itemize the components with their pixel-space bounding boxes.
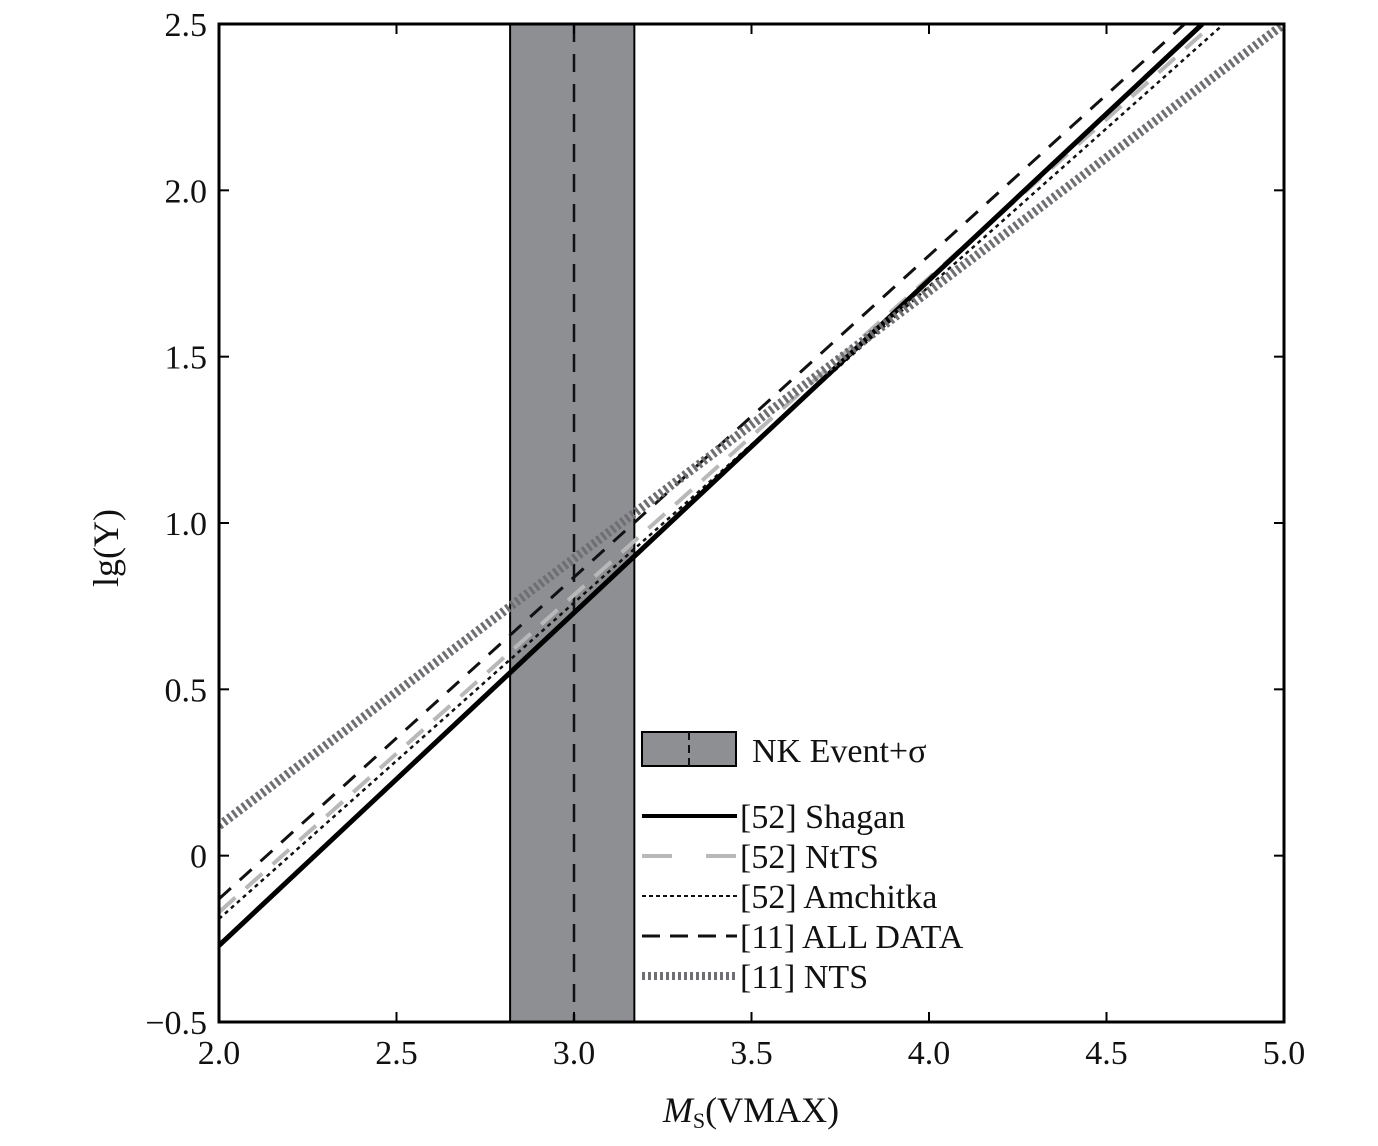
tick-layer: 2.0 2.5 3.0 3.5 4.0 4.5 5.0 −0.5 0 0.5 1.0 1.5 2.0 2.… [145, 7, 1305, 1072]
x-tick-label: 3.5 [730, 1035, 773, 1072]
x-tick-label: 2.0 [198, 1035, 241, 1072]
y-tick-label: 1.5 [165, 340, 208, 377]
x-tick-label: 4.0 [908, 1035, 951, 1072]
x-tick-label: 2.5 [375, 1035, 418, 1072]
y-tick-label: 2.5 [165, 7, 208, 44]
legend-label: NK Event+σ [752, 733, 926, 770]
y-tick-label: −0.5 [145, 1005, 207, 1042]
x-tick-label: 5.0 [1263, 1035, 1306, 1072]
nk-event-band [509, 24, 636, 1022]
legend: NK Event+σ [52] Shagan[52] NtTS[52] Amchi… [641, 731, 964, 996]
x-tick-label: 3.0 [553, 1035, 596, 1072]
series-line-4 [219, 24, 1284, 830]
legend-label: [11] NTS [740, 959, 868, 996]
y-tick-label: 0.5 [165, 672, 208, 709]
y-tick-label: 1.0 [165, 506, 208, 543]
legend-label: [52] NtTS [740, 839, 879, 876]
x-tick-label: 4.5 [1085, 1035, 1128, 1072]
series-line-3 [219, 24, 1186, 901]
series-line-0 [219, 24, 1205, 948]
legend-label: [52] Shagan [740, 799, 905, 836]
series-line-1 [219, 24, 1215, 914]
legend-label: [11] ALL DATA [740, 919, 964, 956]
y-axis-title: lg(Y) [86, 509, 126, 587]
x-axis-title: MS(VMAX) [662, 1090, 839, 1133]
y-tick-label: 0 [190, 839, 207, 876]
band-layer [509, 24, 636, 1022]
y-tick-label: 2.0 [165, 173, 208, 210]
series-layer [219, 24, 1284, 948]
legend-label: [52] Amchitka [740, 879, 937, 916]
